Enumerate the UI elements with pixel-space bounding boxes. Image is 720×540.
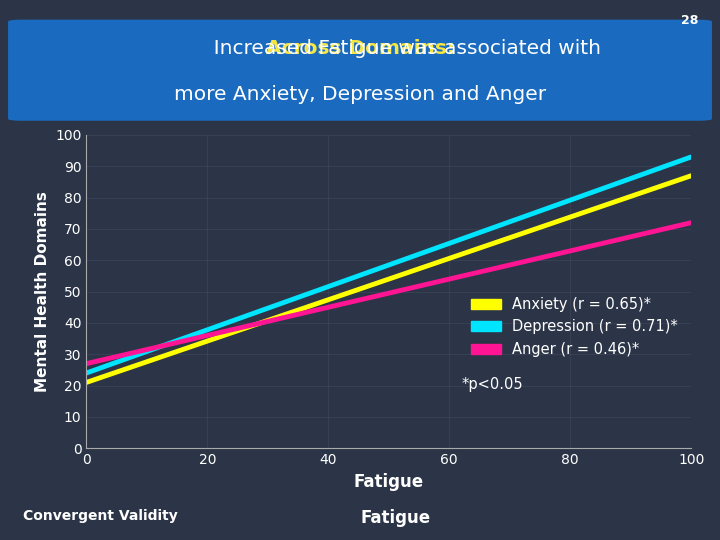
X-axis label: Fatigue: Fatigue: [354, 472, 424, 491]
Text: Convergent Validity: Convergent Validity: [24, 509, 178, 523]
Text: 28: 28: [681, 14, 698, 26]
Text: more Anxiety, Depression and Anger: more Anxiety, Depression and Anger: [174, 85, 546, 104]
Legend: Anxiety (r = 0.65)*, Depression (r = 0.71)*, Anger (r = 0.46)*: Anxiety (r = 0.65)*, Depression (r = 0.7…: [466, 292, 684, 362]
Text: Across Domains:: Across Domains:: [266, 39, 454, 58]
Text: Increased Fatigue was associated with: Increased Fatigue was associated with: [119, 39, 601, 58]
Y-axis label: Mental Health Domains: Mental Health Domains: [35, 191, 50, 392]
FancyBboxPatch shape: [8, 19, 712, 121]
Text: *p<0.05: *p<0.05: [462, 377, 523, 392]
Text: Fatigue: Fatigue: [361, 509, 431, 528]
